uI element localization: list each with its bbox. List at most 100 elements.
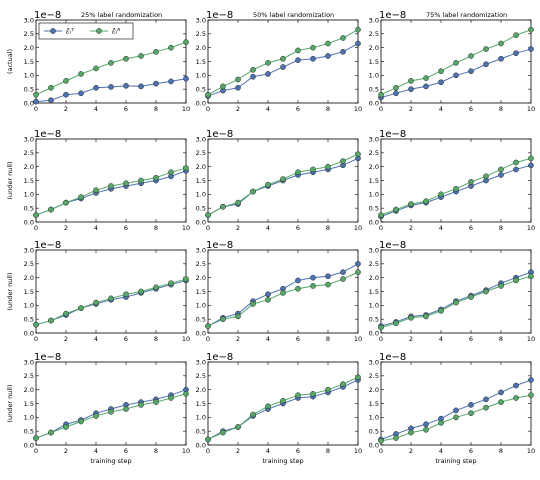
y-tick-label: 0.5: [24, 427, 34, 435]
series-1-point: [235, 84, 241, 91]
series-2-point: [295, 47, 301, 54]
x-tick-label: 10: [527, 105, 535, 113]
x-tick-label: 4: [439, 447, 443, 455]
y-tick-label: 1.0: [24, 191, 34, 199]
series-2-point: [93, 413, 99, 419]
series-2-point: [498, 40, 504, 47]
y-tick-label: 1.0: [24, 414, 34, 422]
y-tick-label: 1.0: [24, 72, 34, 80]
y-tick-label: 1.5: [196, 288, 206, 296]
series-1-point: [498, 55, 504, 62]
series-2-point: [235, 76, 241, 83]
series-2-point: [93, 65, 99, 72]
x-tick-label: 8: [154, 335, 158, 343]
series-2-point: [78, 71, 84, 77]
series-2-point: [250, 188, 256, 195]
series-2-point: [48, 317, 54, 324]
series-1-point: [528, 46, 534, 52]
series-2-point: [220, 316, 226, 323]
panel-r2-c2: 0 2 4 6 8 10 0.0 0.5 1.0 1.5 2.0 2.5 3.0 1e−8: [369, 240, 535, 343]
series-2-point: [265, 403, 271, 410]
series-2-point: [168, 395, 174, 401]
series-2-point: [340, 276, 346, 282]
y-tick-label: 2.5: [369, 372, 379, 380]
y-tick-label: 1.0: [196, 414, 206, 422]
x-tick-label: 8: [326, 224, 330, 232]
series-2-point: [108, 183, 114, 189]
y-tick-label: 0.5: [369, 85, 379, 93]
y-tick-label: 1.5: [24, 177, 34, 185]
y-tick-label: 2.0: [24, 386, 34, 394]
series-2-point: [220, 429, 226, 436]
x-tick-label: 8: [154, 224, 158, 232]
y-tick-label: 3.0: [369, 246, 379, 254]
x-tick-label: 4: [439, 224, 443, 232]
x-tick-label: 2: [236, 335, 240, 343]
exponent-label: 1e−8: [206, 240, 233, 251]
series-2-point: [423, 313, 429, 320]
series-2-point: [235, 424, 241, 430]
exponent-label: 1e−8: [206, 352, 233, 363]
x-tick-label: 6: [469, 335, 473, 343]
series-2-point: [438, 191, 444, 198]
y-tick-label: 1.5: [369, 288, 379, 296]
series-2-point: [378, 212, 384, 218]
y-tick-label: 1.0: [369, 414, 379, 422]
series-2-point: [220, 83, 226, 90]
series-2-point: [438, 68, 444, 75]
series-2-point: [63, 424, 69, 430]
series-2-point: [498, 166, 504, 173]
x-tick-label: 8: [326, 447, 330, 455]
exponent-label: 1e−8: [34, 352, 61, 363]
series-2-point: [153, 284, 159, 291]
series-2-point: [250, 411, 256, 418]
series-2-point: [295, 285, 301, 292]
series-2-point: [393, 320, 399, 327]
series-1-point: [325, 53, 331, 59]
x-tick-label: 2: [409, 447, 413, 455]
y-tick-label: 0.5: [24, 85, 34, 93]
x-tick-label: 6: [124, 224, 128, 232]
series-1-point: [528, 377, 534, 383]
plot-frame: [35, 361, 187, 446]
series-1-point: [138, 83, 144, 90]
series-1-point: [310, 55, 316, 62]
x-tick-label: 2: [64, 447, 68, 455]
x-tick-label: 2: [236, 224, 240, 232]
series-2-point: [123, 291, 129, 298]
y-tick-label: 2.0: [24, 163, 34, 171]
y-tick-label: 2.5: [369, 149, 379, 157]
x-tick-label: 10: [182, 447, 190, 455]
x-tick-label: 2: [409, 224, 413, 232]
x-tick-label: 8: [499, 224, 503, 232]
x-tick-label: 4: [266, 224, 270, 232]
series-2-point: [205, 323, 211, 329]
y-tick-label: 3.0: [24, 16, 34, 24]
series-1-point: [453, 407, 459, 414]
exponent-label: 1e−8: [206, 10, 233, 21]
y-tick-label: 0.5: [196, 204, 206, 212]
series-2-point: [423, 75, 429, 81]
series-2-point: [438, 308, 444, 314]
series-1-point: [78, 90, 84, 97]
series-2-point: [310, 390, 316, 397]
series-2-point: [108, 60, 114, 66]
y-tick-label: 1.5: [369, 177, 379, 185]
y-tick-label: 0.0: [24, 218, 34, 226]
series-2-point: [33, 321, 39, 328]
y-tick-label: 1.5: [24, 58, 34, 66]
panel-r1-c2: 0 2 4 6 8 10 0.0 0.5 1.0 1.5 2.0 2.5 3.0 1e−8: [369, 129, 535, 232]
y-tick-label: 0.0: [369, 218, 379, 226]
exponent-label: 1e−8: [379, 240, 406, 251]
series-2-point: [280, 176, 286, 182]
y-tick-label: 0.5: [196, 85, 206, 93]
x-tick-label: 4: [94, 447, 98, 455]
y-tick-label: 1.0: [196, 72, 206, 80]
series-1-point: [340, 269, 346, 275]
x-tick-label: 10: [354, 224, 362, 232]
series-1-point: [468, 68, 474, 75]
y-tick-label: 0.0: [24, 441, 34, 449]
series-1-point: [123, 82, 129, 89]
series-2-point: [325, 40, 331, 47]
series-2-point: [483, 404, 489, 411]
